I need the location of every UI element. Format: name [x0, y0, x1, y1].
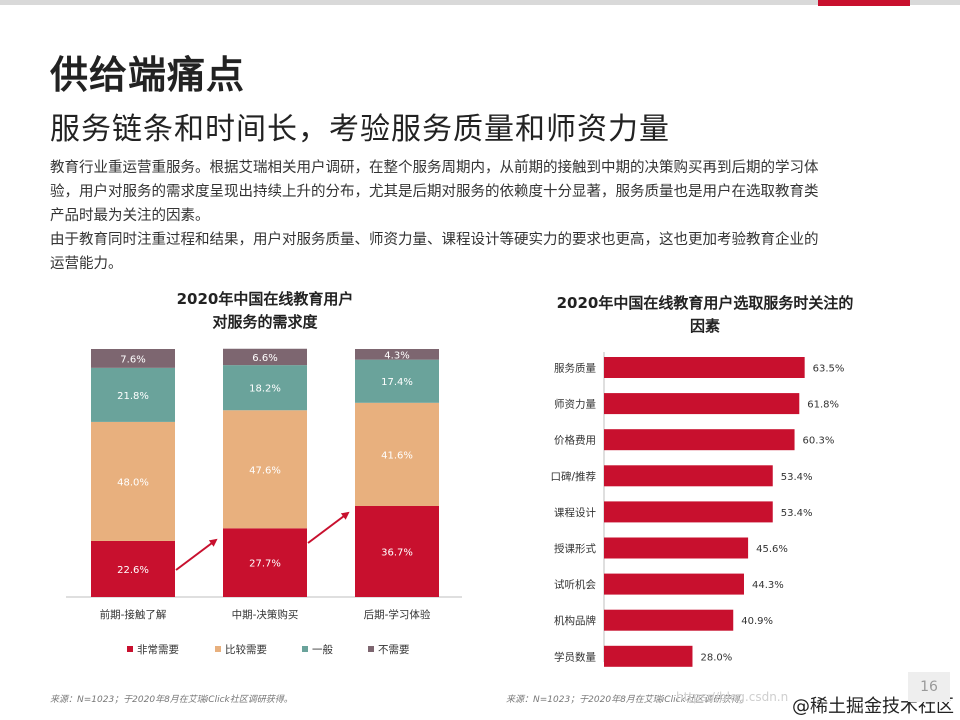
stacked-bar-segment — [355, 505, 439, 597]
paragraph-1-line-3: 产品时最为关注的因素。 — [50, 208, 210, 224]
paragraph-2-line-2: 运营能力。 — [50, 256, 123, 272]
segment-data-label: 36.7% — [381, 547, 413, 558]
factor-bar — [604, 537, 749, 559]
factor-label: 价格费用 — [554, 434, 596, 447]
factor-label: 机构品牌 — [554, 614, 596, 627]
factor-bar — [604, 465, 773, 487]
trend-arrow-2 — [307, 511, 350, 544]
segment-data-label: 47.6% — [249, 465, 281, 476]
stacked-bar-segment — [355, 349, 439, 360]
right-chart-title-line-2: 因素 — [689, 317, 720, 335]
stacked-bar-segment — [223, 365, 307, 411]
legend-swatch — [215, 646, 221, 652]
stacked-bar-segment — [355, 359, 439, 403]
factor-value-label: 53.4% — [781, 472, 813, 483]
factor-bar — [604, 429, 795, 451]
right-chart-title: 2020年中国在线教育用户选取服务时关注的 因素 — [520, 292, 890, 338]
segment-data-label: 21.8% — [117, 391, 149, 402]
legend-swatch — [368, 646, 374, 652]
factor-label: 授课形式 — [554, 542, 596, 555]
factor-label: 试听机会 — [554, 578, 596, 591]
segment-data-label: 48.0% — [117, 477, 149, 488]
stacked-bar-segment — [91, 367, 175, 422]
top-rule — [0, 0, 960, 5]
factor-bar — [604, 393, 800, 415]
segment-data-label: 6.6% — [252, 353, 277, 364]
stacked-bar-segment — [223, 410, 307, 529]
legend-swatch — [302, 646, 308, 652]
factor-value-label: 60.3% — [803, 436, 835, 447]
factor-label: 口碑/推荐 — [550, 470, 596, 483]
stacked-bar-segment — [223, 528, 307, 597]
stacked-bar-segment — [91, 349, 175, 368]
stacked-bar-segment — [223, 348, 307, 366]
segment-data-label: 22.6% — [117, 565, 149, 576]
factor-label: 课程设计 — [554, 506, 596, 519]
stacked-bar-segment — [91, 540, 175, 597]
factor-value-label: 28.0% — [700, 652, 732, 663]
legend-swatch — [127, 646, 133, 652]
factor-value-label: 63.5% — [813, 364, 845, 375]
legend-label: 非常需要 — [137, 643, 179, 656]
segment-data-label: 41.6% — [381, 450, 413, 461]
factor-value-label: 40.9% — [741, 616, 773, 627]
category-label: 中期-决策购买 — [232, 608, 299, 621]
factor-value-label: 45.6% — [756, 544, 788, 555]
left-chart-title-line-2: 对服务的需求度 — [212, 313, 318, 331]
stacked-bar-chart: 22.6% 48.0% 21.8% 7.6% 前期-接触了解 27.7% 47.6% 18.2… — [66, 348, 462, 656]
stacked-bar-segment — [355, 402, 439, 506]
factor-bar — [604, 645, 693, 667]
factor-label: 服务质量 — [554, 362, 596, 375]
segment-data-label: 4.3% — [384, 350, 409, 361]
page-title: 供给端痛点 — [50, 53, 246, 97]
csdn-watermark: https://blog.csdn.n — [676, 690, 789, 704]
segment-data-label: 18.2% — [249, 384, 281, 395]
segment-data-label: 17.4% — [381, 377, 413, 388]
page-subtitle: 服务链条和时间长，考验服务质量和师资力量 — [50, 112, 670, 147]
stacked-bar-segment — [91, 421, 175, 541]
horizontal-bar-chart: 服务质量 63.5% 师资力量 61.8% 价格费用 60.3% 口碑/推荐 53.4% 课程设… — [550, 352, 845, 667]
source-note-right: 来源：N=1023；于2020年8月在艾瑞iClick社区调研获得。 — [506, 695, 749, 705]
source-note-left: 来源：N=1023；于2020年8月在艾瑞iClick社区调研获得。 — [50, 695, 293, 705]
right-chart-title-line-1: 2020年中国在线教育用户选取服务时关注的 — [556, 294, 854, 312]
body-text: 教育行业重运营重服务。根据艾瑞相关用户调研，在整个服务周期内，从前期的接触到中期… — [50, 156, 912, 276]
segment-data-label: 7.6% — [120, 354, 145, 365]
factor-value-label: 53.4% — [781, 508, 813, 519]
page-number: 16 — [908, 672, 950, 702]
category-label: 后期-学习体验 — [364, 608, 431, 621]
category-label: 前期-接触了解 — [100, 608, 167, 621]
legend-label: 一般 — [312, 643, 333, 656]
trend-arrow-1 — [175, 538, 218, 571]
factor-bar — [604, 573, 744, 595]
left-chart-title: 2020年中国在线教育用户 对服务的需求度 — [100, 288, 430, 334]
paragraph-1-line-2: 验，用户对服务的需求度呈现出持续上升的分布，尤其是后期对服务的依赖度十分显著，服… — [50, 184, 819, 200]
legend-label: 不需要 — [378, 644, 410, 656]
factor-bar — [604, 501, 773, 523]
legend-label: 比较需要 — [225, 643, 267, 656]
paragraph-1-line-1: 教育行业重运营重服务。根据艾瑞相关用户调研，在整个服务周期内，从前期的接触到中期… — [50, 160, 819, 176]
factor-label: 师资力量 — [554, 398, 596, 411]
factor-label: 学员数量 — [554, 650, 596, 663]
factor-value-label: 44.3% — [752, 580, 784, 591]
paragraph-2-line-1: 由于教育同时注重过程和结果，用户对服务质量、师资力量、课程设计等硬实力的要求也更… — [50, 232, 819, 248]
factor-value-label: 61.8% — [807, 400, 839, 411]
factor-bar — [604, 609, 734, 631]
top-accent-bar — [818, 0, 910, 6]
segment-data-label: 27.7% — [249, 559, 281, 570]
left-chart-title-line-1: 2020年中国在线教育用户 — [176, 290, 354, 308]
factor-bar — [604, 357, 805, 378]
